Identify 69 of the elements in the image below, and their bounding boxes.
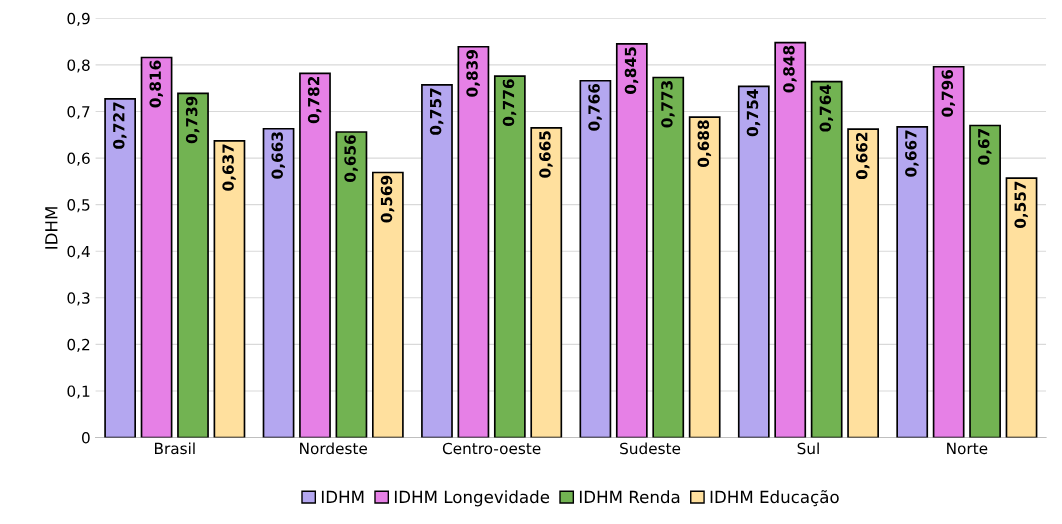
data-label: 0,754 <box>746 89 761 137</box>
y-tick-label: 0 <box>82 432 90 444</box>
bar <box>969 124 1001 438</box>
y-tick-label: 0,2 <box>67 338 90 352</box>
legend-label: IDHM <box>321 490 364 503</box>
data-label: 0,667 <box>905 130 919 177</box>
bar <box>774 41 807 438</box>
data-label: 0,757 <box>429 88 444 135</box>
x-tick-label: Sudeste <box>620 442 681 455</box>
data-label: 0,773 <box>661 81 675 128</box>
data-label: 0,67 <box>977 129 992 165</box>
bar <box>615 43 648 438</box>
y-tick-label: 0,7 <box>67 105 90 120</box>
bar <box>530 126 563 438</box>
bar <box>335 131 368 438</box>
x-tick-label: Sul <box>797 442 819 455</box>
data-label: 0,766 <box>588 83 602 131</box>
bar <box>421 84 453 438</box>
data-label: 0,656 <box>344 135 358 182</box>
bar <box>140 56 173 438</box>
bar <box>457 45 490 438</box>
data-label: 0,845 <box>624 47 639 94</box>
data-label: 0,816 <box>149 60 163 108</box>
data-label: 0,839 <box>466 50 480 97</box>
data-label: 0,848 <box>783 45 797 93</box>
x-tick-label: Centro-oeste <box>442 442 541 455</box>
y-tick-label: 0,1 <box>67 385 90 399</box>
data-label: 0,665 <box>539 131 553 178</box>
data-label: 0,796 <box>941 69 956 117</box>
bar <box>652 76 685 438</box>
data-label: 0,662 <box>855 132 870 180</box>
y-tick-label: 0,5 <box>67 199 90 213</box>
bar <box>847 128 879 438</box>
bar <box>688 116 721 438</box>
bar <box>810 80 843 438</box>
bar <box>932 65 965 438</box>
data-label: 0,569 <box>380 175 395 223</box>
legend-label: IDHM Renda <box>579 490 680 504</box>
data-label: 0,782 <box>307 76 322 124</box>
bar <box>493 75 526 438</box>
data-label: 0,739 <box>185 96 200 144</box>
bar <box>579 79 612 438</box>
y-tick-label: 0,4 <box>67 245 90 259</box>
bar <box>1005 177 1038 438</box>
x-tick-label: Norte <box>947 442 988 455</box>
data-label: 0,557 <box>1014 181 1028 229</box>
y-tick-label: 0,9 <box>67 12 90 26</box>
y-tick-label: 0,8 <box>67 59 90 73</box>
y-tick-label: 0,6 <box>67 152 90 166</box>
bar <box>737 85 770 438</box>
bar <box>213 140 246 438</box>
bar <box>104 98 137 438</box>
data-label: 0,663 <box>271 132 285 179</box>
legend-label: IDHM Longevidade <box>394 490 550 507</box>
bar <box>262 127 295 438</box>
y-tick-label: 0,3 <box>67 292 90 306</box>
data-label: 0,688 <box>697 120 712 168</box>
data-label: 0,776 <box>502 79 517 127</box>
data-label: 0,637 <box>222 144 236 191</box>
bar <box>177 92 209 438</box>
x-tick-label: Nordeste <box>300 442 368 455</box>
legend-label: IDHM Educação <box>710 490 839 507</box>
bar <box>299 72 331 438</box>
data-label: 0,727 <box>113 102 127 149</box>
bar <box>371 171 404 438</box>
bar <box>896 126 929 438</box>
data-label: 0,764 <box>819 84 834 132</box>
x-tick-label: Brasil <box>155 442 195 455</box>
y-axis-title: IDHM <box>45 207 58 249</box>
